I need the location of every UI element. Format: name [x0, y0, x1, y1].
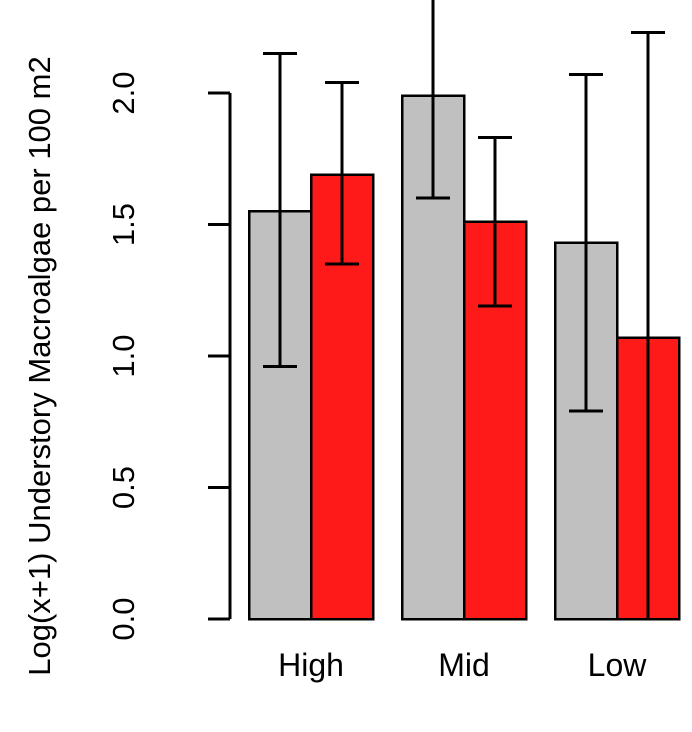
y-axis-title: Log(x+1) Understory Macroalgae per 100 m…	[22, 56, 57, 675]
y-tick-label: 1.0	[106, 334, 141, 377]
error-bar-layer	[263, 0, 665, 619]
y-tick-label: 0.5	[106, 466, 141, 509]
bar-layer	[247, 94, 681, 621]
x-category-label: High	[278, 647, 344, 683]
label-layer: 0.0 0.5 1.0 1.5 2.0 High Mid Low	[106, 71, 647, 683]
y-tick-label: 0.0	[106, 597, 141, 640]
y-tick-label: 1.5	[106, 203, 141, 246]
axis-layer	[208, 91, 232, 621]
y-axis-title-layer: Log(x+1) Understory Macroalgae per 100 m…	[22, 56, 57, 675]
y-tick-label: 2.0	[106, 71, 141, 114]
x-category-label: Mid	[438, 647, 490, 683]
x-category-label: Low	[588, 647, 648, 683]
